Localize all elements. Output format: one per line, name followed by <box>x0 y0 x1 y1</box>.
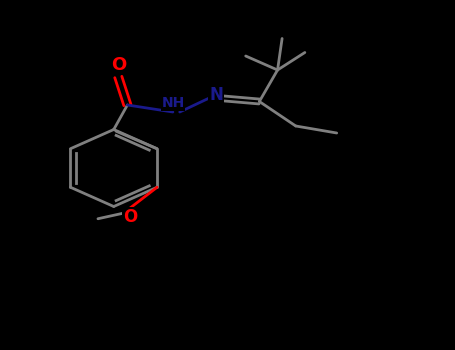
Text: O: O <box>111 56 126 74</box>
Text: NH: NH <box>161 96 185 110</box>
Text: O: O <box>123 208 137 226</box>
Text: N: N <box>209 85 223 104</box>
